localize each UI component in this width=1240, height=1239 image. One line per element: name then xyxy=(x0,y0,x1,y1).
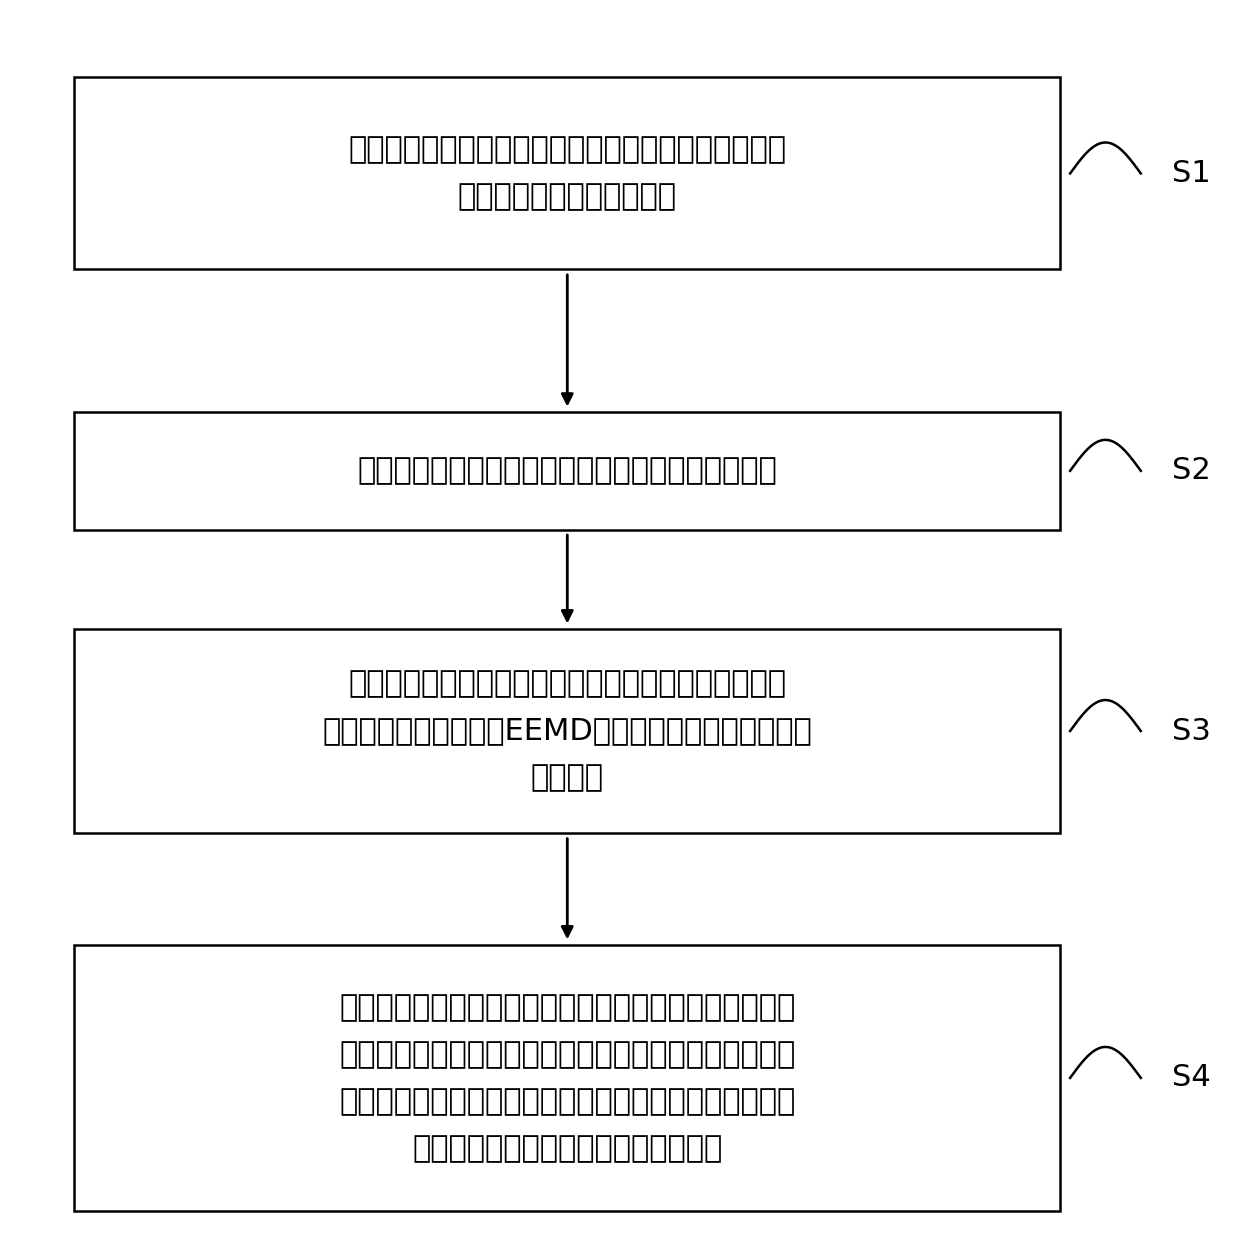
Text: 获取低速重载设备滚动轴承的振动信号，并对振动信号: 获取低速重载设备滚动轴承的振动信号，并对振动信号 xyxy=(348,135,786,165)
Text: 立基于核极化核极限学习机的滚动轴承故障诊断模型，将: 立基于核极化核极限学习机的滚动轴承故障诊断模型，将 xyxy=(340,1040,795,1069)
Text: 进行分析得到多种状态信号: 进行分析得到多种状态信号 xyxy=(458,182,677,212)
Text: S4: S4 xyxy=(1172,1063,1210,1093)
Text: 形态谱熵: 形态谱熵 xyxy=(531,763,604,793)
Text: S1: S1 xyxy=(1172,159,1210,188)
FancyBboxPatch shape xyxy=(74,944,1060,1212)
Text: 对降噪后信号构建三维特征，并求得三维特征的特征向: 对降噪后信号构建三维特征，并求得三维特征的特征向 xyxy=(348,669,786,699)
Text: 量，其中三维特征包括EEMD能量熵，形态学分形维数和: 量，其中三维特征包括EEMD能量熵，形态学分形维数和 xyxy=(322,716,812,746)
Text: 低速重载设备滚动轴承的故障诊断结果: 低速重载设备滚动轴承的故障诊断结果 xyxy=(412,1134,723,1163)
FancyBboxPatch shape xyxy=(74,77,1060,270)
FancyBboxPatch shape xyxy=(74,629,1060,834)
Text: S3: S3 xyxy=(1172,716,1210,746)
Text: 对多种状态信号进行滤波降噪处理，得到降噪后信号: 对多种状态信号进行滤波降噪处理，得到降噪后信号 xyxy=(357,456,777,486)
Text: 选取三维特征的特征向量中的部分特征向量作为输入，建: 选取三维特征的特征向量中的部分特征向量作为输入，建 xyxy=(340,992,795,1022)
FancyBboxPatch shape xyxy=(74,411,1060,530)
Text: 其余部分特征向量输入到滚动轴承故障诊断模型中，得到: 其余部分特征向量输入到滚动轴承故障诊断模型中，得到 xyxy=(340,1087,795,1116)
Text: S2: S2 xyxy=(1172,456,1210,486)
